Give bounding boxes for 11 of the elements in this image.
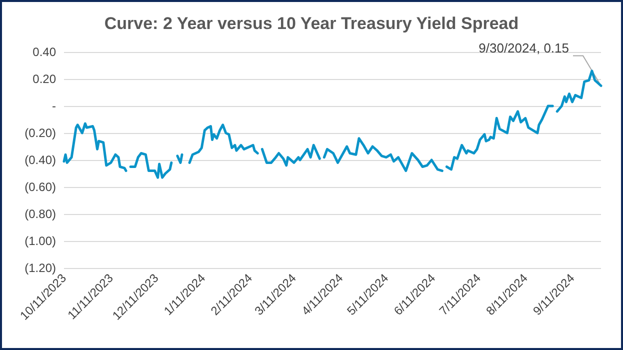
y-tick-label: (1.20) bbox=[24, 261, 56, 275]
annotation: 9/30/2024, 0.15 bbox=[478, 40, 569, 56]
y-tick-label: (1.00) bbox=[24, 234, 56, 248]
y-tick-label: 0.20 bbox=[32, 72, 56, 86]
y-tick-label: (0.40) bbox=[24, 153, 56, 167]
y-tick-label: 0.40 bbox=[32, 45, 56, 59]
y-tick-label: (0.80) bbox=[24, 207, 56, 221]
chart-title: Curve: 2 Year versus 10 Year Treasury Yield Spread bbox=[104, 14, 519, 33]
y-tick-label: (0.20) bbox=[24, 126, 56, 140]
y-tick-label: - bbox=[52, 99, 56, 113]
y-tick-label: (0.60) bbox=[24, 180, 56, 194]
